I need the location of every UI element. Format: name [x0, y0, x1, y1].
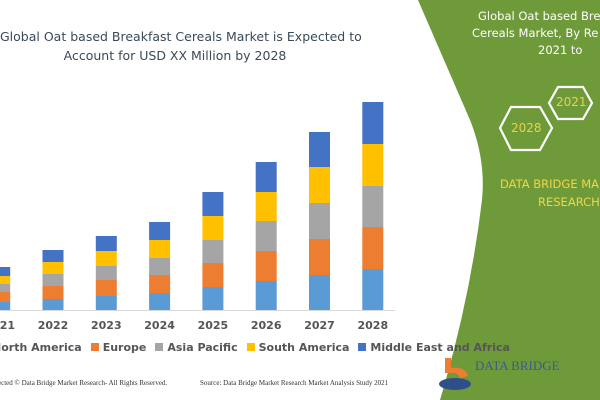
- bar-2027-asia-pacific: [309, 203, 330, 239]
- side-title-line-1: Global Oat based Bre: [478, 9, 600, 23]
- legend-item: North America: [0, 341, 82, 354]
- hex-label-2028: 2028: [511, 121, 542, 135]
- side-brand: DATA BRIDGE MA RESEARCH: [500, 175, 600, 211]
- chart-plot: 2021 2022 2023 2024 2025 2026 2027 2028: [0, 102, 395, 332]
- chart-title-line-1: Global Oat based Breakfast Cereals Marke…: [0, 29, 362, 44]
- chart-title: Global Oat based Breakfast Cereals Marke…: [0, 27, 362, 65]
- bar-2025-north-america: [202, 287, 224, 310]
- legend-item: South America: [246, 341, 350, 354]
- bar-2028-south-america: [362, 144, 384, 186]
- legend-item: Middle East and Africa: [358, 341, 510, 354]
- green-panel: [418, 0, 600, 400]
- x-tick-label: 2028: [357, 319, 388, 332]
- bar-2024-south-america: [149, 240, 171, 258]
- legend-label: Asia Pacific: [167, 341, 238, 354]
- bar-2026-south-america: [255, 192, 277, 221]
- legend-label: Middle East and Africa: [370, 341, 510, 354]
- bar-2027-north-america: [309, 275, 330, 310]
- bar-2023-europe: [95, 280, 117, 296]
- copyright-text: ected © Data Bridge Market Research- All…: [0, 379, 168, 387]
- bar-2028-middle-east-and-africa: [362, 102, 384, 144]
- x-tick-label: 2021: [0, 319, 15, 332]
- bar-2027-south-america: [309, 167, 330, 203]
- x-tick-label: 2022: [38, 319, 69, 332]
- side-brand-line-2: RESEARCH: [538, 195, 600, 209]
- x-tick-label: 2025: [198, 319, 229, 332]
- bar-2026-asia-pacific: [255, 221, 277, 251]
- x-tick-label: 2024: [144, 319, 175, 332]
- bar-2022-south-america: [42, 262, 64, 274]
- chart-legend: North America Europe Asia Pacific South Ame…: [0, 341, 519, 354]
- bar-2023-middle-east-and-africa: [95, 236, 117, 251]
- bar-2026-north-america: [255, 281, 277, 310]
- bar-2025-europe: [202, 263, 224, 287]
- legend-swatch: [246, 343, 255, 351]
- x-tick-label: 2027: [304, 319, 335, 332]
- bar-2021-south-america: [0, 276, 11, 284]
- legend-label: Europe: [102, 341, 147, 354]
- bar-2027-europe: [309, 239, 330, 275]
- bar-2025-asia-pacific: [202, 240, 224, 263]
- bar-2023-south-america: [95, 251, 117, 266]
- legend-item: Asia Pacific: [155, 341, 238, 354]
- side-title-line-3: 2021 to: [538, 43, 583, 57]
- bar-2021-europe: [0, 292, 11, 302]
- bar-2024-middle-east-and-africa: [149, 222, 171, 240]
- bar-2021-north-america: [0, 302, 11, 310]
- bar-2023-north-america: [95, 296, 117, 310]
- logo-text: DATA BRIDGE: [475, 358, 560, 373]
- bar-2023-asia-pacific: [95, 266, 117, 280]
- bar-2026-europe: [255, 251, 277, 281]
- x-tick-label: 2026: [251, 319, 282, 332]
- hexagon-2028-icon: [498, 105, 554, 152]
- bar-2025-south-america: [202, 216, 224, 240]
- legend-swatch: [358, 343, 367, 351]
- bar-2028-asia-pacific: [362, 186, 384, 227]
- hex-label-2021: 2021: [556, 95, 587, 109]
- logo-icon: [439, 358, 471, 390]
- side-brand-line-1: DATA BRIDGE MA: [500, 177, 600, 191]
- bar-2022-europe: [42, 286, 64, 299]
- bar-2028-north-america: [362, 269, 384, 310]
- bar-2022-middle-east-and-africa: [42, 250, 64, 262]
- legend-swatch: [155, 343, 164, 351]
- x-tick-label: 2023: [91, 319, 122, 332]
- legend-label: North America: [0, 341, 82, 354]
- bar-2024-asia-pacific: [149, 258, 171, 275]
- bar-2026-middle-east-and-africa: [255, 162, 277, 192]
- bar-2022-asia-pacific: [42, 274, 64, 286]
- bar-2021-asia-pacific: [0, 284, 11, 292]
- side-panel-title: Global Oat based Bre Cereals Market, By …: [472, 8, 600, 59]
- bar-2024-north-america: [149, 293, 171, 310]
- side-title-line-2: Cereals Market, By Re: [472, 26, 599, 40]
- bar-2028-europe: [362, 227, 384, 269]
- chart-title-line-2: Account for USD XX Million by 2028: [63, 48, 287, 63]
- bar-2021-middle-east-and-africa: [0, 267, 11, 276]
- legend-item: Europe: [90, 341, 147, 354]
- legend-label: South America: [258, 341, 350, 354]
- bar-2025-middle-east-and-africa: [202, 192, 224, 216]
- source-text: Source: Data Bridge Market Research Mark…: [200, 379, 389, 387]
- bar-2027-middle-east-and-africa: [309, 132, 330, 167]
- legend-swatch: [90, 343, 99, 351]
- bar-2024-europe: [149, 275, 171, 293]
- hexagon-2021-icon: [547, 85, 594, 121]
- bar-2022-north-america: [42, 299, 64, 310]
